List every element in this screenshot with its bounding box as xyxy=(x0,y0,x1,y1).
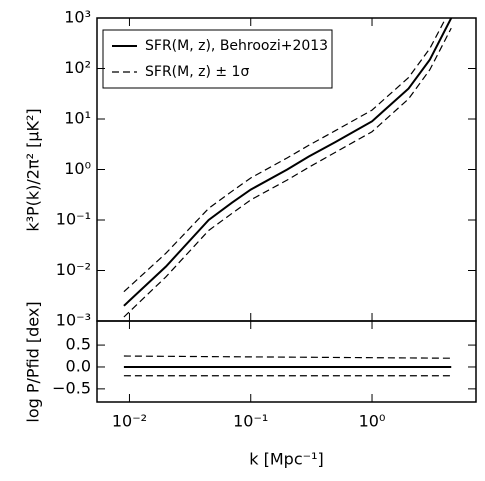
y-tick-label: 0.5 xyxy=(66,335,91,354)
y-tick-label: 10³ xyxy=(64,8,91,27)
series-line xyxy=(123,27,452,318)
y-tick-label: 10⁻³ xyxy=(56,311,91,330)
y-axis-label: k³P(k)/2π² [μK²] xyxy=(24,108,43,231)
y-tick-label: −0.5 xyxy=(52,378,91,397)
y-axis-label: log P/Pfid [dex] xyxy=(24,301,43,422)
y-tick-label: 10⁻¹ xyxy=(56,210,91,229)
x-axis-label: k [Mpc⁻¹] xyxy=(249,450,323,469)
x-tick-label: 10⁰ xyxy=(359,412,386,431)
legend-box xyxy=(102,29,333,89)
legend-label: SFR(M, z), Behroozi+2013 xyxy=(145,38,328,54)
series-line xyxy=(123,18,447,293)
series-line xyxy=(123,18,453,307)
axes-frame xyxy=(96,320,477,403)
series-line xyxy=(123,355,452,359)
x-tick-label: 10⁻² xyxy=(112,412,147,431)
y-tick-label: 10⁰ xyxy=(64,159,91,178)
y-tick-label: 10¹ xyxy=(64,109,91,128)
y-tick-label: 0.0 xyxy=(66,356,91,375)
x-tick-label: 10⁻¹ xyxy=(233,412,268,431)
y-tick-label: 10² xyxy=(64,58,91,77)
y-tick-label: 10⁻² xyxy=(56,260,91,279)
legend-label: SFR(M, z) ± 1σ xyxy=(145,64,249,80)
